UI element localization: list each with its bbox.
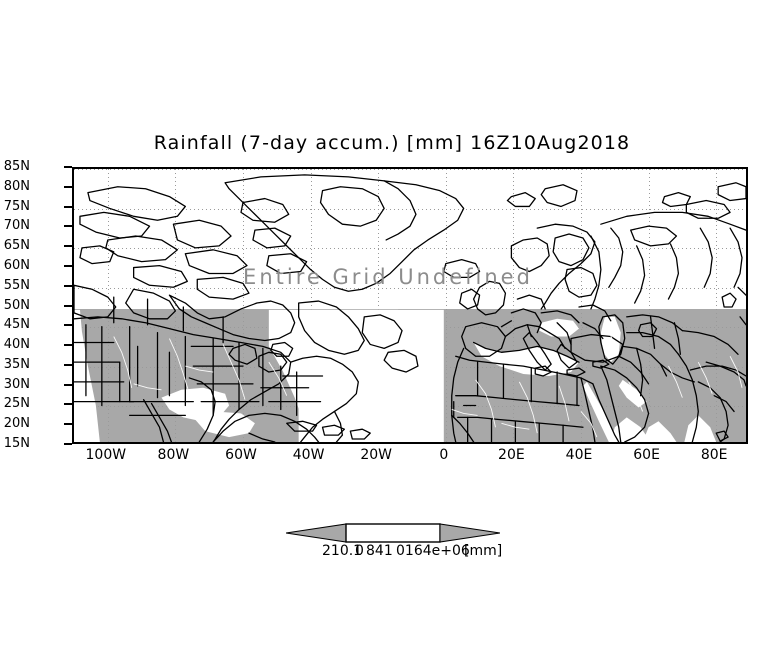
gridline-horizontal <box>74 248 746 250</box>
colorbar-right-extend <box>439 523 500 543</box>
plot-canvas: Rainfall (7-day accum.) [mm] 16Z10Aug201… <box>3 132 748 561</box>
y-axis-tick-mark <box>64 225 72 228</box>
y-axis-tick-mark <box>64 344 72 347</box>
x-axis-tick-label: 40E <box>565 447 593 463</box>
y-axis-tick-mark <box>64 245 72 248</box>
y-axis-tick-label: 40N <box>3 337 30 353</box>
y-axis-tick-label: 45N <box>3 317 30 333</box>
colorbar-tick-label-3: 0164e+06 <box>396 543 470 559</box>
colorbar-tick-labels: 210.1 0 841 0164e+06 [mm] <box>286 543 566 561</box>
y-axis-tick-mark <box>64 264 72 267</box>
colorbar-center-box <box>345 523 441 543</box>
gridline-horizontal <box>74 287 746 289</box>
y-axis-tick-mark <box>64 304 72 307</box>
x-axis-tick-label: 60W <box>225 447 257 463</box>
y-axis-tick-label: 25N <box>3 396 30 412</box>
y-axis-tick-label: 85N <box>3 159 30 174</box>
gridline-vertical <box>310 169 312 442</box>
x-axis-tick-label: 0 <box>439 447 449 463</box>
x-axis-tick-label: 20E <box>498 447 525 463</box>
y-axis-tick-label: 65N <box>3 238 30 254</box>
y-axis-tick-mark <box>64 423 72 426</box>
colorbar-left-extend <box>286 523 347 543</box>
y-axis-tick-label: 80N <box>3 178 30 194</box>
y-axis-tick-mark <box>64 403 72 406</box>
y-axis-tick-mark <box>64 185 72 188</box>
y-axis-tick-mark <box>64 383 72 386</box>
y-axis-tick-label: 55N <box>3 277 30 293</box>
x-axis-tick-label: 40W <box>292 447 325 463</box>
gridline-vertical <box>648 169 650 442</box>
y-axis-tick-mark <box>64 166 72 168</box>
y-axis-tick-label: 75N <box>3 198 30 214</box>
colorbar-tick-label-1: 0 <box>355 543 364 559</box>
x-axis-tick-label: 100W <box>85 447 127 463</box>
gridline-horizontal <box>74 169 746 170</box>
gridline-vertical <box>445 169 447 442</box>
y-axis-tick-label: 35N <box>3 356 30 372</box>
y-axis-tick-label: 15N <box>3 436 30 451</box>
colorbar-tick-label-0: 210.1 <box>322 543 363 559</box>
gridline-vertical <box>243 169 244 442</box>
gridline-vertical <box>513 169 515 442</box>
gridline-horizontal <box>74 208 746 210</box>
x-axis-tick-label: 80E <box>700 447 728 463</box>
map-plot-area: Entire Grid Undefined <box>72 167 748 444</box>
y-axis-tick-label: 70N <box>3 218 30 234</box>
y-axis-tick-mark <box>64 443 72 445</box>
y-axis-tick-mark <box>64 284 72 287</box>
y-axis-tick-label: 30N <box>3 376 30 392</box>
gridline-vertical <box>175 169 177 442</box>
y-axis-tick-label: 60N <box>3 257 30 273</box>
x-axis-tick-label: 20W <box>360 447 393 463</box>
map-coastlines <box>74 174 746 442</box>
gridline-vertical <box>581 169 582 442</box>
y-axis-tick-mark <box>64 363 72 366</box>
y-axis-tick-mark <box>64 324 72 327</box>
colorbar-tick-label-2: 841 <box>366 543 393 559</box>
gridline-vertical <box>378 169 380 442</box>
gridline-vertical <box>716 169 718 442</box>
gridline-vertical <box>107 169 109 442</box>
page-title: Rainfall (7-day accum.) [mm] 16Z10Aug201… <box>153 132 631 154</box>
y-axis-tick-mark <box>64 205 72 208</box>
x-axis-tick-label: 80W <box>157 447 190 463</box>
y-axis-tick-label: 50N <box>3 297 30 313</box>
colorbar-units-label: [mm] <box>464 543 503 559</box>
y-axis-tick-label: 20N <box>3 416 30 432</box>
x-axis-tick-label: 60E <box>633 447 660 463</box>
colorbar <box>286 521 500 545</box>
